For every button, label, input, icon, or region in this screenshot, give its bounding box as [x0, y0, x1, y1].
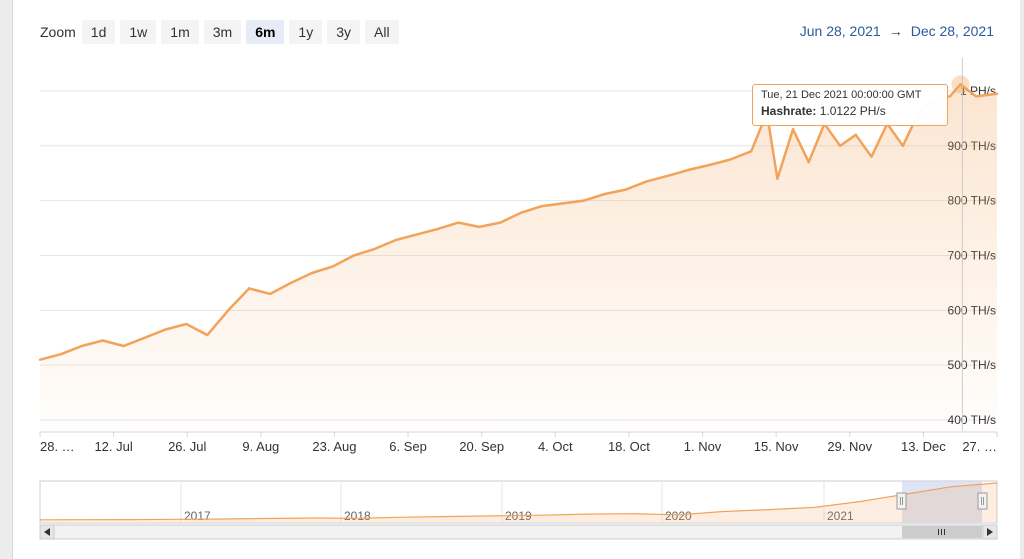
- data-point: [791, 128, 795, 131]
- data-point: [776, 177, 779, 180]
- data-point: [603, 192, 606, 196]
- navigator-line: [39, 482, 998, 521]
- zoom-label: Zoom: [40, 24, 76, 40]
- x-tick-label: 27. …: [962, 439, 997, 454]
- navigator-handle-left[interactable]: [896, 492, 907, 510]
- data-point: [729, 158, 732, 161]
- navigator-area: [40, 483, 997, 522]
- x-tick-label: 13. Dec: [901, 439, 946, 454]
- x-tick-label: 6. Sep: [389, 439, 427, 454]
- range-arrow: →: [888, 23, 903, 39]
- data-point: [331, 265, 335, 268]
- data-point: [807, 161, 810, 164]
- data-point: [666, 174, 669, 178]
- data-point: [289, 281, 293, 285]
- date-range: Jun 28, 2021 → Dec 28, 2021: [800, 23, 994, 39]
- data-point: [122, 344, 125, 348]
- zoom-button-1y[interactable]: 1y: [289, 20, 323, 44]
- range-to[interactable]: Dec 28, 2021: [910, 23, 994, 39]
- navigator[interactable]: 2017 2018 2019 2020 2021: [39, 480, 998, 524]
- navigator-year-label: 2021: [827, 509, 854, 523]
- data-point: [247, 287, 251, 290]
- scrollbar-track[interactable]: [39, 524, 998, 540]
- zoom-button-1m[interactable]: 1m: [161, 20, 199, 44]
- data-point: [59, 353, 63, 356]
- data-points: [38, 83, 999, 361]
- scroll-left-arrow-icon: [44, 528, 50, 536]
- navigator-grid: 2017 2018 2019 2020 2021: [180, 481, 854, 523]
- zoom-button-1d[interactable]: 1d: [81, 20, 116, 44]
- data-point: [143, 336, 146, 339]
- data-point: [959, 83, 962, 86]
- data-point: [870, 155, 873, 158]
- data-point: [101, 339, 104, 342]
- x-tick-label: 15. Nov: [754, 439, 799, 454]
- zoom-button-3m[interactable]: 3m: [203, 20, 242, 44]
- data-point: [352, 254, 355, 257]
- zoom-button-3y[interactable]: 3y: [327, 20, 361, 44]
- data-point: [80, 344, 84, 348]
- data-point: [624, 188, 627, 191]
- data-point: [415, 233, 418, 236]
- data-point: [268, 292, 272, 296]
- tooltip: Tue, 21 Dec 2021 00:00:00 GMT Hashrate: …: [752, 84, 948, 126]
- data-point: [687, 168, 690, 172]
- x-tick-label: 18. Oct: [608, 439, 650, 454]
- data-point: [38, 358, 42, 361]
- zoom-button-6m[interactable]: 6m: [246, 20, 285, 44]
- x-tick-label: 23. Aug: [312, 439, 356, 454]
- x-tick-label: 12. Jul: [94, 439, 132, 454]
- navigator-year-label: 2020: [665, 509, 692, 523]
- data-point: [750, 150, 753, 153]
- data-point: [948, 95, 952, 98]
- x-tick-label: 1. Nov: [684, 439, 722, 454]
- data-point: [310, 271, 314, 275]
- data-point: [206, 333, 209, 337]
- data-point: [838, 144, 842, 147]
- zoom-button-1w[interactable]: 1w: [120, 20, 157, 44]
- data-point: [995, 92, 999, 95]
- data-point: [227, 309, 230, 312]
- data-point: [582, 199, 586, 202]
- x-tick-label: 4. Oct: [538, 439, 573, 454]
- data-point: [519, 211, 523, 214]
- data-point: [457, 221, 460, 224]
- x-tick-label: 9. Aug: [242, 439, 279, 454]
- zoom-button-all[interactable]: All: [365, 20, 399, 44]
- data-point: [854, 133, 858, 136]
- tooltip-date: Tue, 21 Dec 2021 00:00:00 GMT: [761, 89, 922, 101]
- data-point: [373, 247, 376, 251]
- navigator-handle-right[interactable]: [977, 492, 988, 510]
- navigator-year-label: 2018: [344, 509, 371, 523]
- x-tick-label: 20. Sep: [459, 439, 504, 454]
- tooltip-series: Hashrate: [761, 104, 813, 118]
- data-point: [645, 180, 648, 183]
- data-point: [164, 328, 167, 331]
- data-point: [901, 144, 905, 147]
- data-point: [561, 202, 565, 205]
- scroll-right-arrow-icon: [987, 528, 993, 536]
- data-point: [540, 204, 544, 208]
- x-axis: 28. … 12. Jul 26. Jul 9. Aug 23. Aug 6. Sep 20…: [39, 432, 998, 454]
- zoom-bar: Zoom 1d 1w 1m 3m 6m 1y 3y All: [40, 20, 404, 44]
- x-tick-label: 26. Jul: [168, 439, 206, 454]
- x-tick-label: 29. Nov: [827, 439, 872, 454]
- scrollbar[interactable]: [39, 524, 998, 540]
- data-point: [478, 225, 481, 229]
- data-point: [498, 221, 502, 224]
- range-from[interactable]: Jun 28, 2021: [799, 23, 881, 39]
- data-point: [185, 322, 188, 326]
- x-tick-label: 28. …: [40, 439, 75, 454]
- data-point: [436, 227, 439, 231]
- data-point: [394, 238, 397, 242]
- data-point: [974, 95, 978, 98]
- tooltip-value: 1.0122 PH/s: [819, 104, 886, 118]
- hashrate-area: [40, 84, 997, 432]
- data-point: [708, 163, 711, 167]
